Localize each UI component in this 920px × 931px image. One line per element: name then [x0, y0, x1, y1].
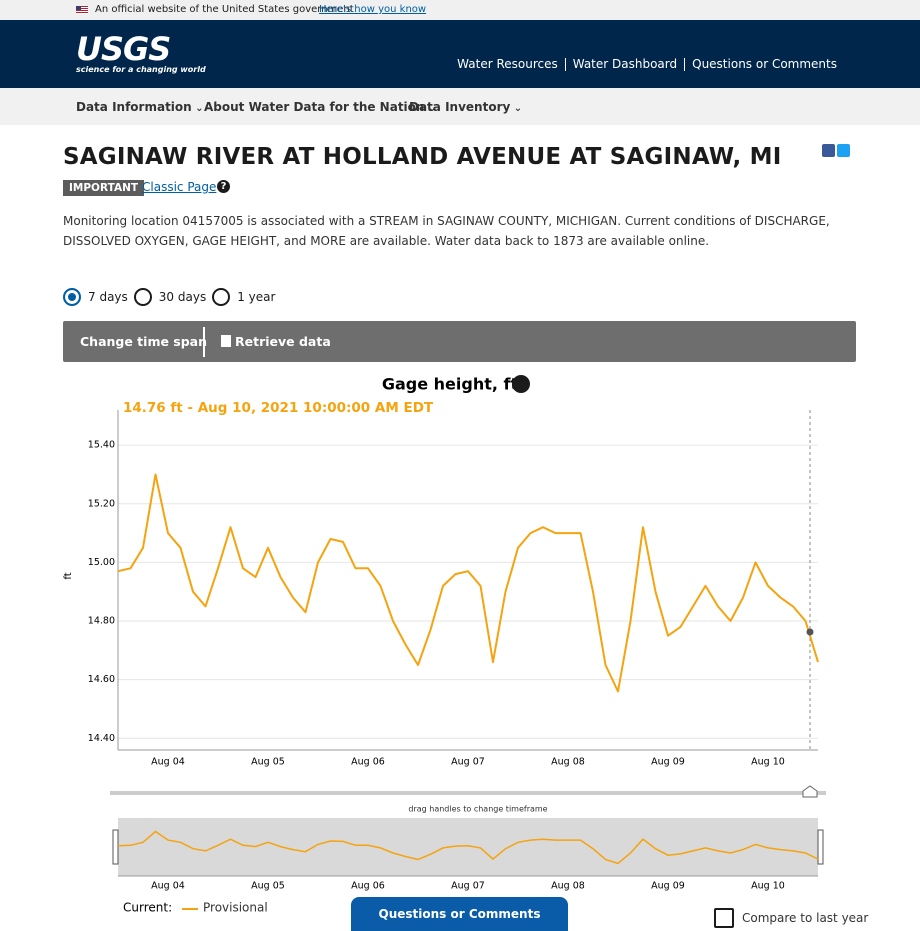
radio-option[interactable]: 1 year [212, 288, 275, 306]
chart: Gage height, ft 14.76 ft - Aug 10, 2021 1… [63, 375, 826, 915]
checkbox[interactable] [714, 908, 734, 928]
classic-link[interactable]: Classic Page [142, 180, 217, 194]
nav-bar: Data Information About Water Data for th… [0, 88, 920, 125]
brush-tick-label: Aug 09 [651, 881, 685, 892]
x-tick-label: Aug 05 [251, 757, 285, 768]
y-tick-label: 14.80 [88, 616, 115, 627]
radio-label: 30 days [158, 290, 207, 304]
radio[interactable] [212, 288, 231, 306]
brush-tick-label: Aug 05 [251, 881, 285, 892]
radio[interactable] [63, 288, 81, 306]
retrieve-data[interactable]: Retrieve data [221, 334, 331, 349]
banner-text: An official website of the United States… [95, 4, 354, 15]
flag-icon [76, 6, 88, 14]
change-time-span[interactable]: Change time span [80, 334, 208, 349]
site-header: USGS science for a changing world Water … [0, 20, 920, 88]
compare-toggle[interactable]: Compare to last year [714, 908, 868, 928]
gov-banner: An official website of the United States… [0, 0, 920, 20]
y-axis-label: ft [63, 572, 74, 579]
time-span-options: 7 days 30 days 1 year [63, 288, 281, 306]
brush-area [118, 818, 818, 876]
info-icon [512, 375, 530, 393]
header-links: Water Resources Water Dashboard Question… [450, 58, 844, 71]
page-title: SAGINAW RIVER AT HOLLAND AVENUE AT SAGIN… [63, 144, 782, 170]
help-icon[interactable]: ? [217, 180, 230, 193]
facebook-icon[interactable] [822, 144, 835, 157]
nav-item[interactable]: About Water Data for the Nation [204, 100, 436, 114]
y-tick-label: 15.40 [88, 440, 115, 451]
brush-handle-left [112, 829, 119, 865]
brush-label: drag handles to change timeframe [408, 805, 547, 814]
logo[interactable]: USGS [76, 30, 171, 68]
toolbar: Change time span Retrieve data [63, 321, 856, 362]
x-tick-label: Aug 10 [751, 757, 785, 768]
brush-tick-label: Aug 10 [751, 881, 785, 892]
radio-label: 7 days [88, 290, 128, 304]
chart-group: Gage height, ft 14.76 ft - Aug 10, 2021 1… [63, 375, 826, 915]
radio-option[interactable]: 30 days [133, 288, 207, 306]
description: Monitoring location 04157005 is associat… [63, 214, 830, 248]
banner-link[interactable]: Here’s how you know [319, 4, 427, 15]
x-tick-label: Aug 07 [451, 757, 485, 768]
radio[interactable] [133, 288, 152, 306]
twitter-icon[interactable] [837, 144, 850, 157]
x-tick-label: Aug 08 [551, 757, 585, 768]
header-link[interactable]: Water Resources [457, 57, 558, 71]
x-tick-label: Aug 06 [351, 757, 385, 768]
legend-label: Provisional [203, 901, 268, 915]
x-tick-label: Aug 04 [151, 757, 185, 768]
cursor-dot [806, 628, 814, 636]
y-tick-label: 15.20 [88, 498, 115, 509]
data-line [117, 473, 819, 693]
legend-title: Current: [123, 901, 172, 915]
brush-tick-label: Aug 06 [351, 881, 385, 892]
brush-line [117, 830, 819, 865]
brush-handle-right [817, 829, 824, 865]
separator [203, 327, 205, 357]
header-link[interactable]: Questions or Comments [684, 58, 844, 71]
nav-item[interactable]: Data Information [76, 100, 204, 114]
radio-label: 1 year [237, 290, 276, 304]
y-tick-label: 14.40 [88, 733, 115, 744]
badge: IMPORTANT [63, 180, 145, 196]
chart-tooltip: 14.76 ft - Aug 10, 2021 10:00:00 AM EDT [123, 400, 434, 416]
chart-title: Gage height, ft [382, 375, 519, 394]
feedback-button[interactable]: Questions or Comments [351, 897, 568, 931]
header-link[interactable]: Water Dashboard [564, 58, 684, 71]
y-tick-label: 15.00 [88, 557, 115, 568]
social-icons [822, 142, 852, 161]
nav-item[interactable]: Data Inventory [409, 100, 522, 114]
y-tick-label: 14.60 [88, 674, 115, 685]
brush-tick-label: Aug 04 [151, 881, 185, 892]
brush-tick-label: Aug 07 [451, 881, 485, 892]
brush-tick-label: Aug 08 [551, 881, 585, 892]
tagline: science for a changing world [76, 65, 206, 74]
slider-handle [802, 785, 818, 798]
x-tick-label: Aug 09 [651, 757, 685, 768]
radio-option[interactable]: 7 days [63, 288, 128, 306]
compare-label: Compare to last year [742, 911, 869, 925]
